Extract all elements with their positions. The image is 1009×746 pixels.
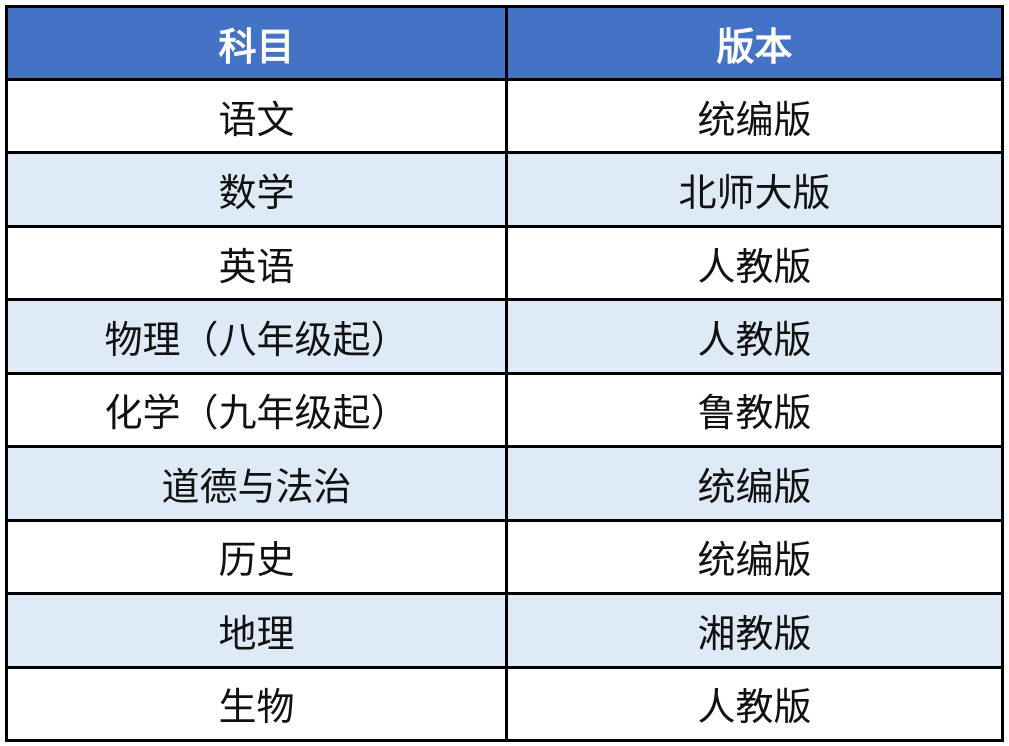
table-row: 生物 人教版 — [5, 665, 1004, 742]
subject-cell: 历史 — [5, 518, 508, 596]
version-cell: 人教版 — [505, 665, 1004, 742]
subject-cell: 物理（八年级起） — [5, 298, 508, 375]
version-cell: 统编版 — [505, 445, 1004, 522]
subject-cell: 道德与法治 — [5, 445, 508, 522]
version-cell: 人教版 — [505, 298, 1004, 375]
header-row: 科目 版本 — [5, 5, 1004, 81]
header-version: 版本 — [505, 5, 1004, 81]
version-cell: 鲁教版 — [505, 371, 1004, 449]
table-row: 英语 人教版 — [5, 224, 1004, 302]
version-cell: 统编版 — [505, 518, 1004, 596]
subject-cell: 语文 — [5, 77, 508, 155]
table-row: 历史 统编版 — [5, 518, 1004, 596]
version-cell: 统编版 — [505, 77, 1004, 155]
table-row: 物理（八年级起） 人教版 — [5, 298, 1004, 375]
header-subject: 科目 — [5, 5, 508, 81]
subject-cell: 数学 — [5, 151, 508, 228]
subject-cell: 化学（九年级起） — [5, 371, 508, 449]
table-row: 数学 北师大版 — [5, 151, 1004, 228]
subject-cell: 英语 — [5, 224, 508, 302]
textbook-version-table: 科目 版本 语文 统编版 数学 北师大版 英语 人教版 物理（八年级起） 人教版 化学（九年级起… — [5, 5, 1004, 742]
table-row: 道德与法治 统编版 — [5, 445, 1004, 522]
version-cell: 人教版 — [505, 224, 1004, 302]
table-row: 语文 统编版 — [5, 77, 1004, 155]
version-cell: 湘教版 — [505, 592, 1004, 669]
version-cell: 北师大版 — [505, 151, 1004, 228]
table-row: 化学（九年级起） 鲁教版 — [5, 371, 1004, 449]
subject-cell: 生物 — [5, 665, 508, 742]
table-row: 地理 湘教版 — [5, 592, 1004, 669]
subject-cell: 地理 — [5, 592, 508, 669]
